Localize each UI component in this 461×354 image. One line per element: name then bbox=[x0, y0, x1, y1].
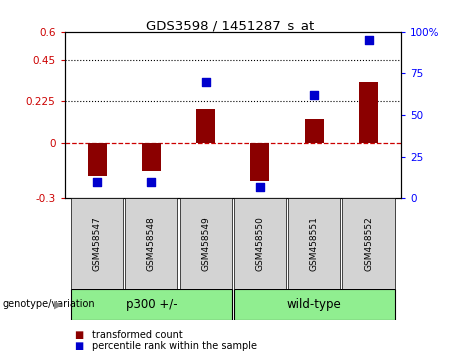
Text: GDS3598 / 1451287_s_at: GDS3598 / 1451287_s_at bbox=[147, 19, 314, 33]
Bar bbox=[180, 198, 232, 289]
Text: p300 +/-: p300 +/- bbox=[125, 298, 177, 311]
Text: GSM458550: GSM458550 bbox=[255, 216, 265, 271]
Bar bbox=[305, 119, 324, 143]
Point bbox=[202, 79, 209, 85]
Bar bbox=[359, 82, 378, 143]
Point bbox=[365, 38, 372, 43]
Bar bbox=[88, 143, 106, 176]
Point bbox=[311, 92, 318, 98]
Text: genotype/variation: genotype/variation bbox=[2, 299, 95, 309]
Point bbox=[148, 179, 155, 184]
Bar bbox=[125, 198, 177, 289]
Text: GSM458552: GSM458552 bbox=[364, 216, 373, 271]
Point bbox=[94, 179, 101, 184]
Bar bbox=[196, 109, 215, 143]
Text: ■: ■ bbox=[74, 341, 83, 351]
Bar bbox=[234, 198, 286, 289]
Point bbox=[256, 184, 264, 189]
Text: ■: ■ bbox=[74, 330, 83, 339]
Text: GSM458548: GSM458548 bbox=[147, 216, 156, 271]
Text: percentile rank within the sample: percentile rank within the sample bbox=[92, 341, 257, 351]
Text: transformed count: transformed count bbox=[92, 330, 183, 339]
Bar bbox=[288, 198, 340, 289]
Bar bbox=[234, 289, 395, 320]
Text: GSM458549: GSM458549 bbox=[201, 216, 210, 271]
Bar bbox=[343, 198, 395, 289]
Bar bbox=[250, 143, 269, 181]
Text: GSM458547: GSM458547 bbox=[93, 216, 101, 271]
Text: ▶: ▶ bbox=[54, 299, 62, 309]
Bar bbox=[71, 289, 232, 320]
Text: GSM458551: GSM458551 bbox=[310, 216, 319, 271]
Text: wild-type: wild-type bbox=[287, 298, 342, 311]
Bar bbox=[71, 198, 123, 289]
Bar bbox=[142, 143, 161, 171]
